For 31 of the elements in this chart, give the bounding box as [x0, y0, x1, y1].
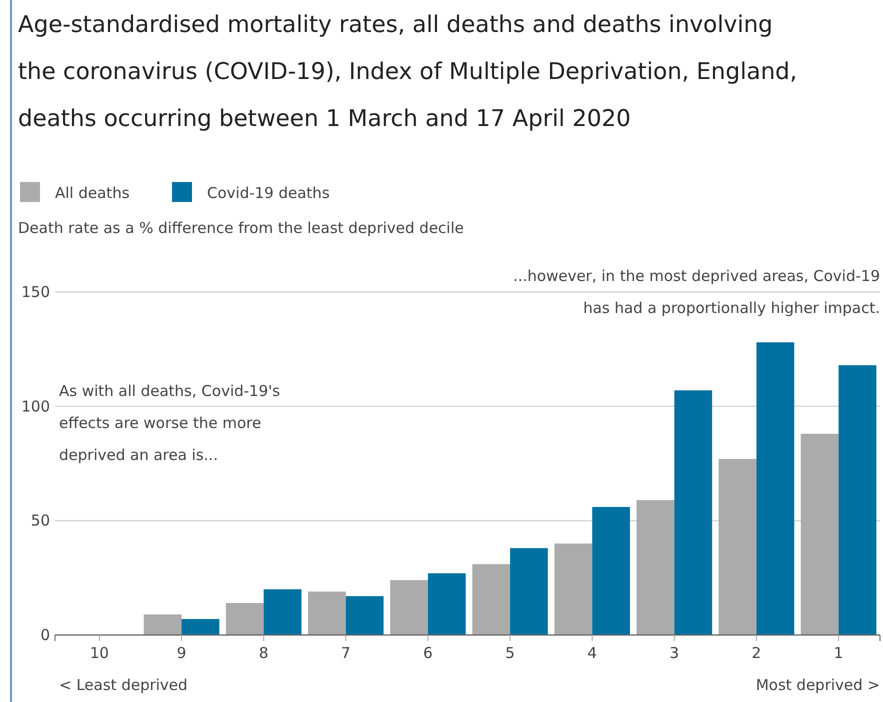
text: < Least deprived [59, 676, 188, 694]
bar [346, 596, 384, 635]
x-tick-label: 2 [752, 644, 762, 662]
x-tick-label: 8 [258, 644, 268, 662]
bar [674, 390, 712, 635]
bar [592, 506, 630, 635]
y-tick-label: 50 [30, 512, 50, 530]
chart-title: Age-standardised mortality rates, all deaths and deaths involving the coronavirus (COVID-19), Index of Multiple Deprivation, England, deaths occurring between 1 March and 17 April 2020 [18, 12, 798, 132]
bar [510, 548, 548, 635]
x-tick-label: 7 [341, 644, 351, 662]
legend-label: All deaths [55, 184, 130, 202]
y-tick-label: 100 [21, 397, 50, 416]
text: Most deprived > [756, 676, 880, 694]
x-tick-label: 1 [834, 644, 844, 662]
legend-label: Covid-19 deaths [207, 184, 330, 202]
x-tick-label: 5 [505, 644, 515, 662]
x-tick-label: 10 [90, 644, 109, 662]
bar [428, 573, 466, 635]
y-tick-label: 0 [40, 626, 50, 644]
x-tick-label: 3 [670, 644, 680, 662]
x-tick-label: 6 [423, 644, 433, 662]
bar [756, 342, 794, 635]
bar [838, 365, 876, 635]
bar [264, 589, 302, 635]
y-tick-label: 150 [21, 283, 50, 301]
y-axis-title: Death rate as a % difference from the least deprived decile [18, 219, 464, 237]
annotation: As with all deaths, Covid-19's effects are worse the more deprived an area is... [59, 382, 280, 464]
x-tick-label: 9 [176, 644, 186, 662]
annotation: ...however, in the most deprived areas, Covid-19 has had a proportionally higher impact. [513, 267, 880, 317]
bar [182, 618, 220, 635]
x-tick-label: 4 [587, 644, 597, 662]
